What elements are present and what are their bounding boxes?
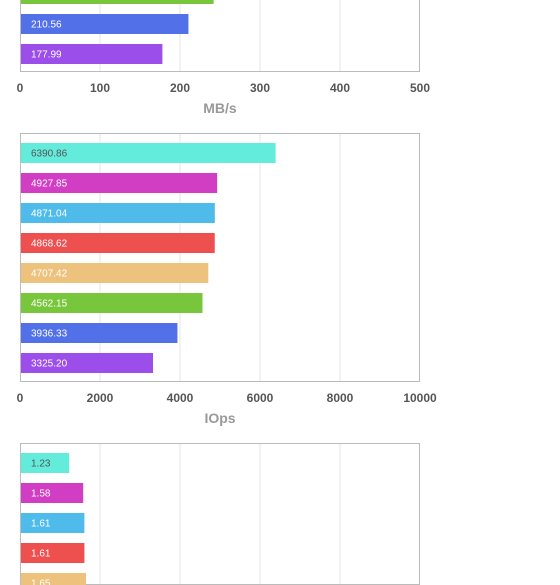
- bar: [21, 453, 70, 473]
- bar: [21, 44, 163, 64]
- bar-value-label: 1.65: [31, 579, 51, 585]
- bar-value-label: 4707.42: [31, 269, 68, 280]
- bar-value-label: 3936.33: [31, 329, 68, 340]
- bar: [21, 143, 276, 163]
- x-tick-label: 8000: [327, 391, 354, 405]
- x-tick-label: 0: [17, 391, 24, 405]
- bar-value-label: 1.61: [31, 519, 51, 530]
- bar-value-label: 4562.15: [31, 299, 68, 310]
- plot-border: [20, 133, 420, 382]
- bar-chart-panel: 1.23 1.58 1.61 1.61 1.65: [20, 443, 420, 585]
- bar: [21, 14, 189, 34]
- x-tick-label: 6000: [247, 391, 274, 405]
- bar-value-label: 4871.04: [31, 209, 68, 220]
- bar-chart-panel: 210.56 177.99 0 100 200 300 400 500 MB/s: [17, 0, 430, 116]
- bar: [21, 513, 85, 533]
- bar: [21, 203, 215, 223]
- bar: [21, 293, 203, 313]
- x-axis-title: MB/s: [203, 100, 237, 116]
- bar: [21, 543, 85, 563]
- x-tick-label: 10000: [403, 391, 437, 405]
- x-tick-label: 2000: [87, 391, 114, 405]
- bar: [21, 173, 218, 193]
- bar: [21, 353, 154, 373]
- bar: [21, 263, 209, 283]
- x-tick-label: 400: [330, 81, 350, 95]
- x-tick-label: 300: [250, 81, 270, 95]
- bar: [21, 573, 86, 585]
- bar-value-label: 1.61: [31, 549, 51, 560]
- x-tick-label: 4000: [167, 391, 194, 405]
- bar: [21, 483, 84, 503]
- bar: [21, 0, 214, 4]
- bar: [21, 323, 178, 343]
- bar-value-label: 210.56: [31, 20, 62, 31]
- x-tick-label: 500: [410, 81, 430, 95]
- plot-border: [20, 0, 420, 72]
- bar: [21, 233, 215, 253]
- bar-value-label: 1.23: [31, 459, 51, 470]
- bar-value-label: 177.99: [31, 50, 62, 61]
- bar-value-label: 4927.85: [31, 179, 68, 190]
- bar-chart-panel: 6390.86 4927.85 4871.04 4868.62 4707.42 4562.…: [17, 133, 437, 426]
- x-axis-title: IOps: [204, 410, 235, 426]
- x-tick-label: 100: [90, 81, 110, 95]
- bar-value-label: 1.58: [31, 489, 51, 500]
- bar-value-label: 3325.20: [31, 359, 68, 370]
- bar-value-label: 6390.86: [31, 149, 68, 160]
- x-tick-label: 200: [170, 81, 190, 95]
- bar-value-label: 4868.62: [31, 239, 68, 250]
- x-tick-label: 0: [17, 81, 24, 95]
